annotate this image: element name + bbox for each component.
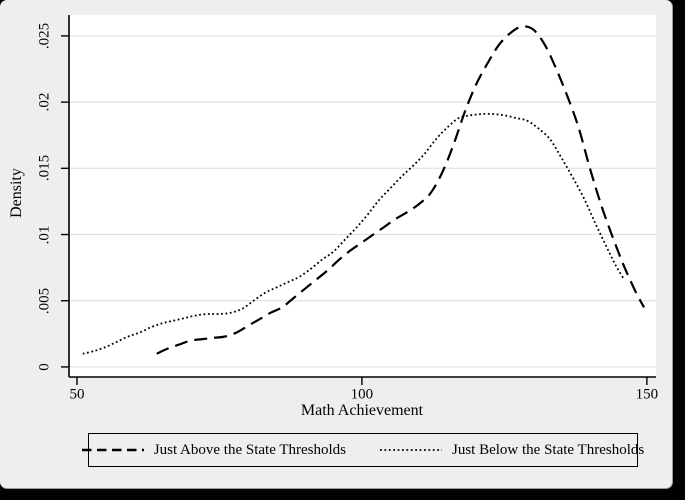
x-tick-label-100: 100: [350, 386, 374, 403]
dashed-line-sample-icon: [81, 448, 144, 452]
legend: Just Above the State Thresholds Just Bel…: [81, 433, 644, 467]
x-tick-label-50: 50: [69, 386, 85, 403]
stata-density-figure: Density Math Achievement Just Above the …: [0, 0, 673, 489]
y-tick-label-.01: .01: [36, 225, 53, 244]
density-chart: [61, 15, 656, 385]
legend-label-above: Just Above the State Thresholds: [153, 441, 346, 458]
x-tick-label-150: 150: [635, 386, 659, 403]
density-curve-dotted: [82, 112, 625, 355]
plot-area: [69, 15, 656, 377]
density-curve-dashed: [156, 25, 645, 355]
y-tick-label-.015: .015: [36, 155, 53, 182]
dotted-line-sample-icon: [380, 449, 442, 451]
x-axis-title: Math Achievement: [300, 402, 424, 419]
y-tick-label-.005: .005: [36, 287, 53, 314]
legend-item-above: Just Above the State Thresholds: [81, 441, 346, 459]
legend-item-below: Just Below the State Thresholds: [380, 442, 644, 459]
y-tick-label-0: 0: [36, 363, 53, 371]
y-tick-label-.025: .025: [36, 22, 53, 50]
legend-label-below: Just Below the State Thresholds: [452, 441, 645, 458]
y-axis-title: Density: [8, 168, 25, 218]
y-tick-label-.02: .02: [36, 92, 53, 112]
